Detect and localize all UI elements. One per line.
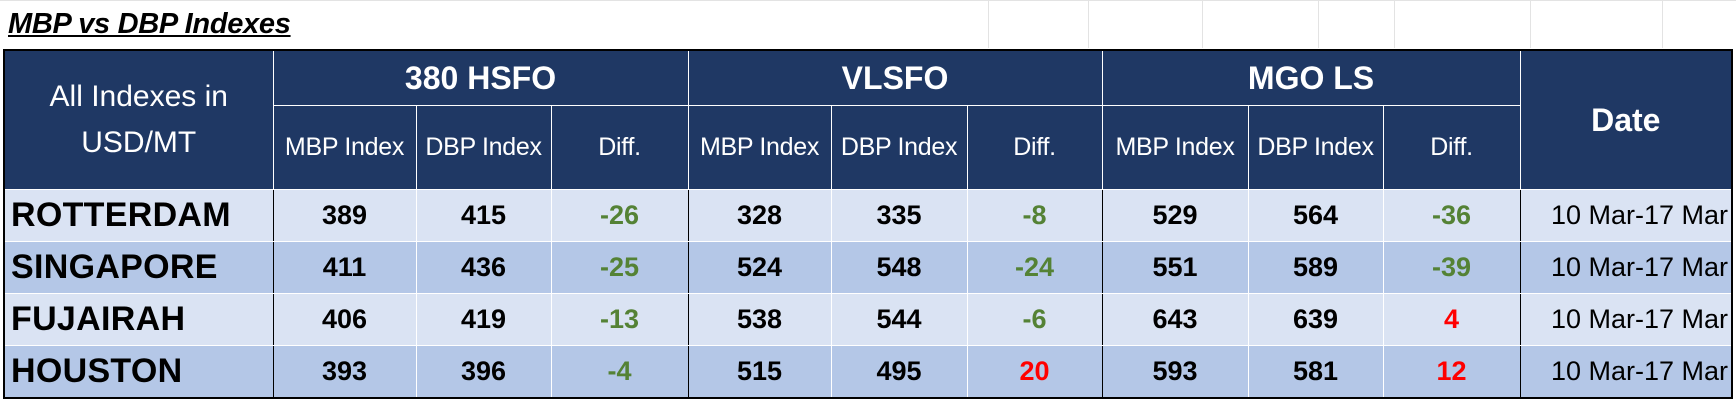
date-range: 10 Mar-17 Mar: [1519, 345, 1734, 399]
subheader-vlsfo-diff: Diff.: [966, 105, 1103, 190]
hsfo-dbp-value: 396: [415, 345, 552, 399]
mgo-dbp-value: 564: [1247, 189, 1384, 242]
vlsfo-dbp-value: 335: [830, 189, 968, 242]
port-name: FUJAIRAH: [3, 293, 274, 346]
subheader-mgo-dbp: DBP Index: [1247, 105, 1384, 190]
subheader-vlsfo-dbp: DBP Index: [830, 105, 968, 190]
port-name: SINGAPORE: [3, 241, 274, 294]
hsfo-dbp-value: 419: [415, 293, 552, 346]
units-header-cell: All Indexes in USD/MT: [3, 49, 274, 190]
hsfo-mbp-value: 406: [272, 293, 417, 346]
subheader-hsfo-mbp: MBP Index: [272, 105, 417, 190]
vlsfo-dbp-value: 544: [830, 293, 968, 346]
vlsfo-dbp-value: 548: [830, 241, 968, 294]
mgo-mbp-value: 593: [1101, 345, 1249, 399]
hsfo-diff-value: -26: [550, 189, 689, 242]
hsfo-dbp-value: 415: [415, 189, 552, 242]
mgo-diff-value: -36: [1382, 189, 1521, 242]
table-row: HOUSTON 393 396 -4 515 495 20 593 581 12…: [3, 345, 1734, 399]
group-header-vlsfo: VLSFO: [687, 49, 1103, 106]
vlsfo-mbp-value: 515: [687, 345, 832, 399]
vlsfo-mbp-value: 524: [687, 241, 832, 294]
subheader-mgo-diff: Diff.: [1382, 105, 1521, 190]
vlsfo-dbp-value: 495: [830, 345, 968, 399]
mgo-dbp-value: 581: [1247, 345, 1384, 399]
vlsfo-diff-value: -6: [966, 293, 1103, 346]
grid-line: [1088, 0, 1089, 48]
date-range: 10 Mar-17 Mar: [1519, 189, 1734, 242]
grid-line: [1530, 0, 1531, 48]
hsfo-diff-value: -4: [550, 345, 689, 399]
mgo-diff-value: 12: [1382, 345, 1521, 399]
grid-line: [1318, 0, 1319, 48]
mgo-diff-value: -39: [1382, 241, 1521, 294]
mgo-mbp-value: 643: [1101, 293, 1249, 346]
group-header-hsfo: 380 HSFO: [272, 49, 689, 106]
vlsfo-diff-value: 20: [966, 345, 1103, 399]
vlsfo-diff-value: -8: [966, 189, 1103, 242]
mgo-mbp-value: 551: [1101, 241, 1249, 294]
hsfo-diff-value: -25: [550, 241, 689, 294]
vlsfo-diff-value: -24: [966, 241, 1103, 294]
table-row: FUJAIRAH 406 419 -13 538 544 -6 643 639 …: [3, 293, 1734, 346]
group-header-mgo: MGO LS: [1101, 49, 1521, 106]
mgo-diff-value: 4: [1382, 293, 1521, 346]
vlsfo-mbp-value: 328: [687, 189, 832, 242]
units-label: All Indexes in USD/MT: [49, 80, 228, 159]
grid-line: [0, 0, 1736, 1]
index-table: All Indexes in USD/MT 380 HSFO VLSFO MGO…: [3, 49, 1734, 399]
date-range: 10 Mar-17 Mar: [1519, 293, 1734, 346]
sheet-title: MBP vs DBP Indexes: [8, 8, 291, 40]
mgo-dbp-value: 589: [1247, 241, 1384, 294]
mgo-dbp-value: 639: [1247, 293, 1384, 346]
hsfo-diff-value: -13: [550, 293, 689, 346]
subheader-mgo-mbp: MBP Index: [1101, 105, 1249, 190]
mgo-mbp-value: 529: [1101, 189, 1249, 242]
subheader-hsfo-dbp: DBP Index: [415, 105, 552, 190]
date-range: 10 Mar-17 Mar: [1519, 241, 1734, 294]
hsfo-mbp-value: 389: [272, 189, 417, 242]
port-name: ROTTERDAM: [3, 189, 274, 242]
hsfo-mbp-value: 393: [272, 345, 417, 399]
grid-line: [988, 0, 989, 48]
table-row: SINGAPORE 411 436 -25 524 548 -24 551 58…: [3, 241, 1734, 294]
hsfo-dbp-value: 436: [415, 241, 552, 294]
hsfo-mbp-value: 411: [272, 241, 417, 294]
grid-line: [1394, 0, 1395, 48]
table-row: ROTTERDAM 389 415 -26 328 335 -8 529 564…: [3, 189, 1734, 242]
grid-line: [1202, 0, 1203, 48]
vlsfo-mbp-value: 538: [687, 293, 832, 346]
subheader-hsfo-diff: Diff.: [550, 105, 689, 190]
subheader-vlsfo-mbp: MBP Index: [687, 105, 832, 190]
port-name: HOUSTON: [3, 345, 274, 399]
date-header: Date: [1519, 49, 1734, 190]
grid-line: [1662, 0, 1663, 48]
